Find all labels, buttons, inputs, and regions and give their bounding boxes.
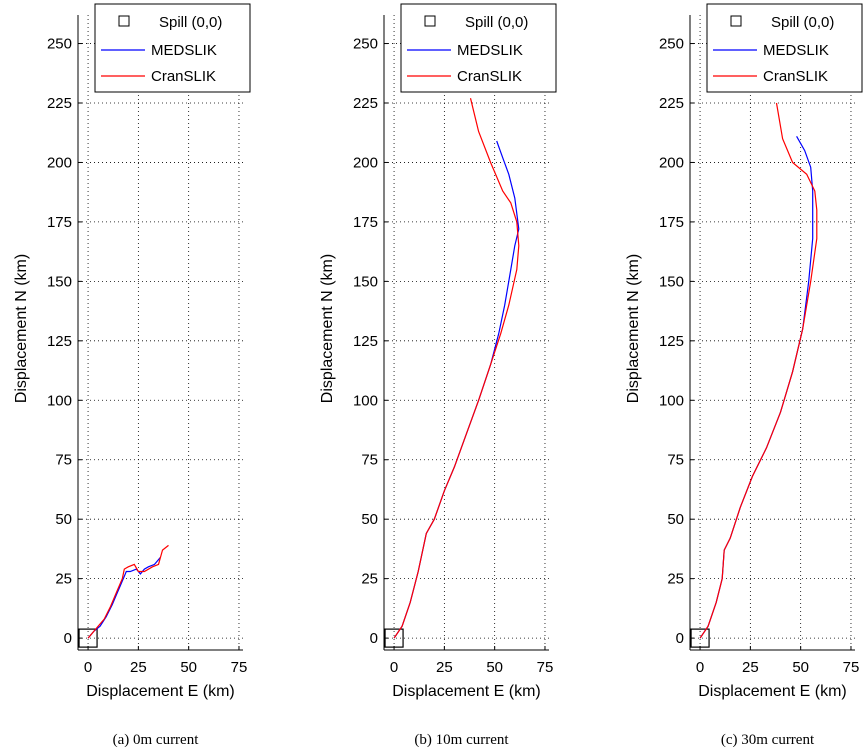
y-tick-label: 125 bbox=[353, 333, 378, 350]
panel-b: 0 25 50 75 100 125 150 175 200 225 250 0 25 50 75 Disp… bbox=[319, 3, 557, 748]
legend-label-medslik: MEDSLIK bbox=[457, 42, 523, 59]
y-tick-label: 50 bbox=[667, 511, 684, 528]
grid-lines bbox=[77, 15, 243, 651]
x-tick-label: 25 bbox=[742, 659, 759, 676]
y-tick-label: 75 bbox=[667, 452, 684, 469]
x-tick-label: 0 bbox=[84, 659, 92, 676]
y-tick-label: 125 bbox=[47, 333, 72, 350]
x-tick-label: 0 bbox=[696, 659, 704, 676]
x-tick-label: 75 bbox=[843, 659, 860, 676]
y-tick-label: 200 bbox=[47, 154, 72, 171]
series-line-cranslik bbox=[393, 98, 520, 639]
x-axis-label: Displacement E (km) bbox=[86, 683, 234, 700]
panel-a: 0 25 50 75 100 125 150 175 200 225 250 0 25 50 75 Disp… bbox=[13, 3, 251, 748]
legend-label-cranslik: CranSLIK bbox=[457, 68, 522, 85]
x-tick-label: 25 bbox=[130, 659, 147, 676]
y-tick-label: 25 bbox=[55, 571, 72, 588]
legend-box bbox=[400, 3, 557, 93]
y-tick-label: 175 bbox=[353, 214, 378, 231]
tick-labels: 0 25 50 75 100 125 150 175 200 225 250 0 25 50 75 bbox=[659, 36, 859, 676]
y-tick-label: 175 bbox=[47, 214, 72, 231]
panel-caption: (c) 30m current bbox=[721, 732, 815, 748]
y-tick-label: 100 bbox=[659, 392, 684, 409]
x-tick-label: 0 bbox=[390, 659, 398, 676]
x-tick-label: 75 bbox=[231, 659, 248, 676]
series-lines bbox=[384, 98, 520, 648]
legend-label-spill: Spill (0,0) bbox=[159, 14, 222, 31]
x-tick-label: 50 bbox=[792, 659, 809, 676]
legend-label-spill: Spill (0,0) bbox=[465, 14, 528, 31]
series-line-medslik bbox=[87, 556, 161, 639]
y-axis-label: Displacement N (km) bbox=[625, 254, 642, 403]
x-tick-label: 75 bbox=[537, 659, 554, 676]
series-line-cranslik bbox=[87, 544, 169, 639]
x-tick-label: 25 bbox=[436, 659, 453, 676]
y-tick-label: 225 bbox=[659, 95, 684, 112]
spill-marker bbox=[78, 628, 98, 648]
x-axis-label: Displacement E (km) bbox=[392, 683, 540, 700]
y-tick-label: 250 bbox=[47, 36, 72, 53]
legend-label-cranslik: CranSLIK bbox=[151, 68, 216, 85]
series-lines bbox=[78, 544, 169, 648]
x-tick-label: 50 bbox=[180, 659, 197, 676]
legend-label-spill: Spill (0,0) bbox=[771, 14, 834, 31]
y-axis-label: Displacement N (km) bbox=[319, 254, 336, 403]
legend: Spill (0,0) MEDSLIK CranSLIK bbox=[94, 3, 251, 93]
legend: Spill (0,0) MEDSLIK CranSLIK bbox=[400, 3, 557, 93]
series-lines bbox=[690, 102, 818, 648]
y-tick-label: 50 bbox=[55, 511, 72, 528]
y-tick-label: 75 bbox=[55, 452, 72, 469]
y-tick-label: 250 bbox=[353, 36, 378, 53]
plot-frame bbox=[78, 15, 243, 650]
tick-labels: 0 25 50 75 100 125 150 175 200 225 250 0 25 50 75 bbox=[353, 36, 553, 676]
panel-c: 0 25 50 75 100 125 150 175 200 225 250 0 25 50 75 Disp… bbox=[625, 3, 863, 748]
y-tick-label: 0 bbox=[370, 630, 378, 647]
y-tick-label: 200 bbox=[353, 154, 378, 171]
y-tick-label: 150 bbox=[659, 273, 684, 290]
x-axis-label: Displacement E (km) bbox=[698, 683, 846, 700]
y-tick-label: 200 bbox=[659, 154, 684, 171]
panel-caption: (a) 0m current bbox=[113, 732, 200, 748]
plot-frame bbox=[384, 15, 549, 650]
y-tick-label: 0 bbox=[676, 630, 684, 647]
y-tick-label: 50 bbox=[361, 511, 378, 528]
legend-spill-marker bbox=[730, 15, 742, 27]
grid-lines bbox=[383, 15, 549, 651]
y-tick-label: 75 bbox=[361, 452, 378, 469]
y-tick-label: 150 bbox=[47, 273, 72, 290]
y-tick-label: 25 bbox=[361, 571, 378, 588]
y-tick-label: 100 bbox=[47, 392, 72, 409]
legend-label-cranslik: CranSLIK bbox=[763, 68, 828, 85]
spill-marker bbox=[690, 628, 710, 648]
y-tick-label: 225 bbox=[47, 95, 72, 112]
legend: Spill (0,0) MEDSLIK CranSLIK bbox=[706, 3, 863, 93]
y-tick-label: 225 bbox=[353, 95, 378, 112]
y-axis-label: Displacement N (km) bbox=[13, 254, 30, 403]
y-tick-label: 125 bbox=[659, 333, 684, 350]
tick-labels: 0 25 50 75 100 125 150 175 200 225 250 0 25 50 75 bbox=[47, 36, 247, 676]
legend-box bbox=[94, 3, 251, 93]
x-tick-label: 50 bbox=[486, 659, 503, 676]
grid-lines bbox=[689, 15, 855, 651]
legend-spill-marker bbox=[118, 15, 130, 27]
y-tick-label: 150 bbox=[353, 273, 378, 290]
y-tick-label: 0 bbox=[64, 630, 72, 647]
legend-box bbox=[706, 3, 863, 93]
legend-spill-marker bbox=[424, 15, 436, 27]
series-line-medslik bbox=[393, 140, 520, 639]
series-line-cranslik bbox=[699, 102, 818, 639]
legend-label-medslik: MEDSLIK bbox=[763, 42, 829, 59]
plot-frame bbox=[690, 15, 855, 650]
y-tick-label: 100 bbox=[353, 392, 378, 409]
legend-label-medslik: MEDSLIK bbox=[151, 42, 217, 59]
y-tick-label: 25 bbox=[667, 571, 684, 588]
panel-caption: (b) 10m current bbox=[414, 732, 509, 748]
y-tick-label: 175 bbox=[659, 214, 684, 231]
y-tick-label: 250 bbox=[659, 36, 684, 53]
spill-marker bbox=[384, 628, 404, 648]
series-line-medslik bbox=[699, 136, 814, 639]
